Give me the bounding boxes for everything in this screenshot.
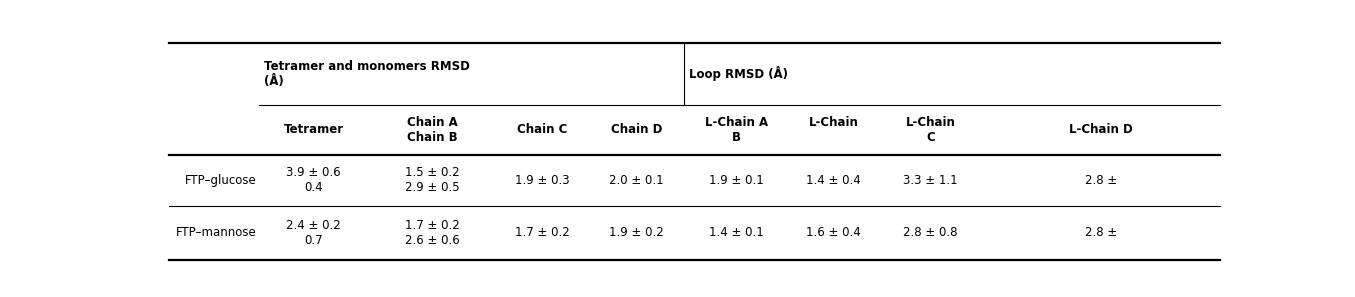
- Text: 1.9 ± 0.2: 1.9 ± 0.2: [610, 226, 664, 239]
- Text: Chain D: Chain D: [611, 124, 663, 137]
- Text: 2.4 ± 0.2
0.7: 2.4 ± 0.2 0.7: [286, 219, 341, 247]
- Text: Chain A
Chain B: Chain A Chain B: [406, 116, 457, 144]
- Text: 1.4 ± 0.4: 1.4 ± 0.4: [806, 174, 860, 187]
- Text: 3.3 ± 1.1: 3.3 ± 1.1: [904, 174, 958, 187]
- Text: 1.7 ± 0.2: 1.7 ± 0.2: [515, 226, 569, 239]
- Text: Chain C: Chain C: [518, 124, 568, 137]
- Text: 1.9 ± 0.1: 1.9 ± 0.1: [709, 174, 764, 187]
- Text: 1.9 ± 0.3: 1.9 ± 0.3: [515, 174, 569, 187]
- Text: L-Chain A
B: L-Chain A B: [705, 116, 768, 144]
- Text: FTP–mannose: FTP–mannose: [176, 226, 256, 239]
- Text: 1.6 ± 0.4: 1.6 ± 0.4: [806, 226, 860, 239]
- Text: FTP–glucose: FTP–glucose: [184, 174, 256, 187]
- Text: 2.8 ±: 2.8 ±: [1085, 226, 1118, 239]
- Text: Loop RMSD (Å): Loop RMSD (Å): [690, 67, 789, 81]
- Text: Tetramer and monomers RMSD
(Å): Tetramer and monomers RMSD (Å): [264, 60, 470, 88]
- Text: 2.8 ±: 2.8 ±: [1085, 174, 1118, 187]
- Text: 2.8 ± 0.8: 2.8 ± 0.8: [904, 226, 958, 239]
- Text: 1.4 ± 0.1: 1.4 ± 0.1: [709, 226, 764, 239]
- Text: Tetramer: Tetramer: [283, 124, 344, 137]
- Text: 3.9 ± 0.6
0.4: 3.9 ± 0.6 0.4: [286, 166, 341, 194]
- Text: 2.0 ± 0.1: 2.0 ± 0.1: [610, 174, 664, 187]
- Text: L-Chain D: L-Chain D: [1069, 124, 1133, 137]
- Text: L-Chain
C: L-Chain C: [905, 116, 955, 144]
- Text: L-Chain: L-Chain: [809, 116, 859, 144]
- Text: 1.5 ± 0.2
2.9 ± 0.5: 1.5 ± 0.2 2.9 ± 0.5: [405, 166, 459, 194]
- Text: 1.7 ± 0.2
2.6 ± 0.6: 1.7 ± 0.2 2.6 ± 0.6: [405, 219, 459, 247]
